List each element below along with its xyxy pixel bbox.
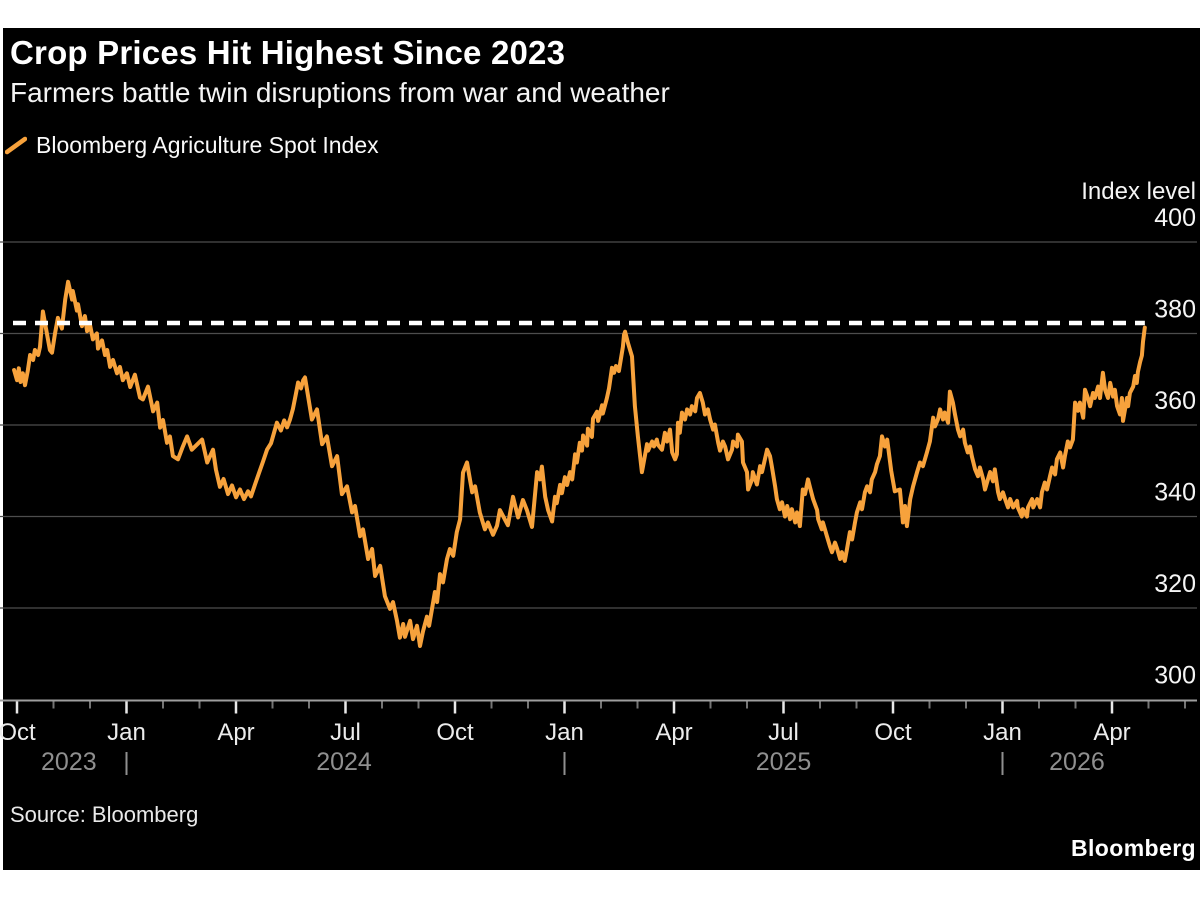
y-tick-label: 320	[1154, 570, 1196, 598]
line-swatch-icon	[4, 136, 28, 155]
x-tick-label: Jan	[107, 719, 146, 746]
x-tick-label: Jul	[330, 719, 361, 746]
x-tick-label: Oct	[436, 719, 474, 746]
year-label: 2024	[316, 748, 372, 776]
legend-series-label: Bloomberg Agriculture Spot Index	[36, 132, 379, 158]
page-subtitle: Farmers battle twin disruptions from war…	[10, 77, 670, 108]
year-divider: |	[999, 748, 1006, 776]
year-label: 2023	[41, 748, 97, 776]
year-label: 2025	[756, 748, 812, 776]
x-tick-label: Oct	[874, 719, 912, 746]
x-tick-label: Jul	[768, 719, 799, 746]
source-label: Source: Bloomberg	[10, 802, 199, 827]
x-tick-label: Apr	[655, 719, 692, 746]
price-line	[12, 279, 1147, 648]
page-title: Crop Prices Hit Highest Since 2023	[10, 34, 566, 71]
y-tick-label: 380	[1154, 296, 1196, 324]
bloomberg-logo: Bloomberg	[1071, 835, 1196, 861]
x-tick-label: Apr	[1093, 719, 1130, 746]
y-tick-label: 300	[1154, 662, 1196, 690]
y-tick-label: 360	[1154, 387, 1196, 415]
legend: Bloomberg Agriculture Spot Index	[4, 132, 379, 159]
x-tick-label: Apr	[217, 719, 254, 746]
y-tick-label: 400	[1154, 204, 1196, 232]
y-axis-title: Index level	[1081, 178, 1196, 205]
x-tick-label: Oct	[0, 719, 36, 746]
year-divider: |	[123, 748, 130, 776]
x-tick-label: Jan	[545, 719, 584, 746]
y-tick-label: 340	[1154, 479, 1196, 507]
year-label: 2026	[1049, 748, 1105, 776]
year-divider: |	[561, 748, 568, 776]
x-tick-label: Jan	[983, 719, 1022, 746]
